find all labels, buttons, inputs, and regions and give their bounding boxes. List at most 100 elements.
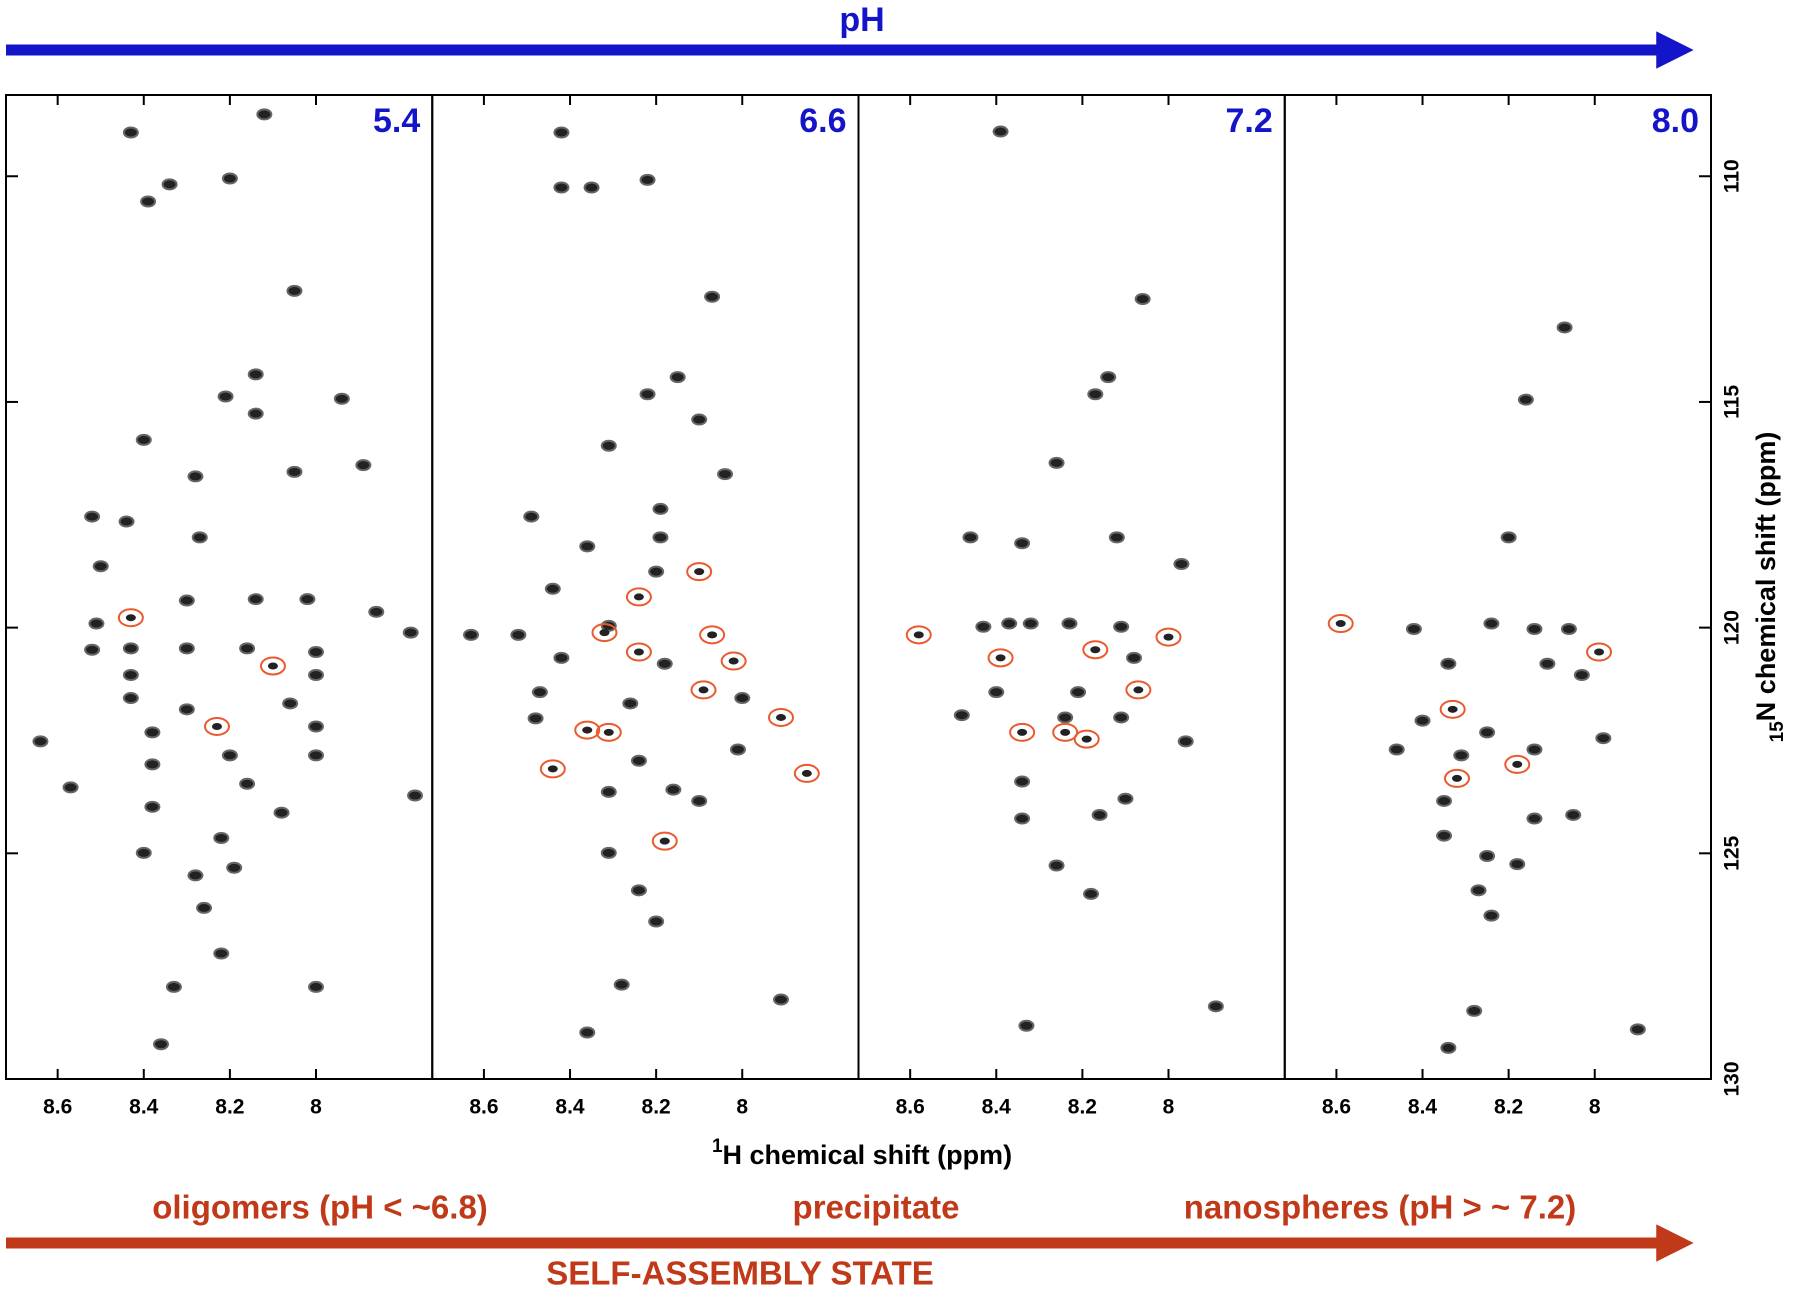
marked-ring — [1125, 680, 1152, 700]
peak — [648, 565, 665, 578]
marked-peak — [698, 686, 709, 694]
marked-ring — [768, 707, 794, 727]
marked-peak — [547, 765, 558, 773]
peak — [187, 470, 204, 483]
marked-peak — [801, 769, 812, 777]
y-axis-label: 15N chemical shift (ppm) — [1751, 432, 1788, 743]
peak — [600, 439, 617, 452]
peak — [510, 628, 527, 641]
marked-ring — [1009, 722, 1036, 742]
x-tick-label: 8.4 — [129, 1096, 159, 1119]
peak — [407, 789, 424, 802]
peak — [247, 407, 264, 420]
peak — [178, 642, 195, 655]
peak — [691, 794, 708, 807]
marked-peak — [1081, 735, 1092, 743]
peak — [1014, 537, 1031, 550]
peak — [531, 686, 548, 699]
peak — [247, 593, 264, 606]
marked-ring — [1073, 729, 1100, 749]
peak — [144, 800, 161, 813]
peak — [1177, 735, 1194, 748]
state-label: precipitate — [793, 1189, 960, 1226]
state-label: nanospheres (pH > ~ 7.2) — [1184, 1189, 1576, 1226]
x-label-sup: 1 — [712, 1136, 723, 1157]
peak — [1070, 686, 1087, 699]
state-label: oligomers (pH < ~6.8) — [152, 1189, 488, 1226]
marked-ring — [793, 763, 820, 783]
peak — [1509, 858, 1526, 871]
peak — [1595, 732, 1612, 745]
x-tick-label: 8 — [310, 1096, 322, 1119]
peak — [600, 785, 617, 798]
peak — [639, 173, 656, 186]
peak — [1539, 657, 1556, 670]
peak — [1526, 743, 1543, 756]
peak — [62, 781, 79, 794]
peak — [1565, 808, 1582, 821]
peak — [992, 125, 1009, 138]
peak — [1001, 617, 1018, 630]
peak — [239, 777, 256, 790]
peak — [308, 720, 324, 733]
peak — [247, 368, 264, 381]
x-tick-label: 8.2 — [642, 1096, 671, 1119]
x-label-text: H chemical shift (ppm) — [723, 1140, 1013, 1170]
marked-peak — [659, 837, 670, 845]
marked-ring — [1082, 640, 1109, 660]
peak — [630, 884, 647, 897]
panel-frame — [1283, 94, 1712, 1080]
peak — [1453, 749, 1470, 762]
peak — [92, 560, 109, 573]
marked-peak — [1060, 728, 1071, 736]
peak — [1018, 1019, 1035, 1032]
peak — [553, 181, 570, 194]
x-tick-label: 8 — [1163, 1096, 1175, 1119]
peak — [135, 846, 152, 859]
peak — [1100, 371, 1117, 384]
x-tick-label: 8.4 — [555, 1096, 585, 1119]
peak — [1405, 622, 1422, 635]
peak — [975, 620, 992, 633]
peak — [665, 783, 682, 796]
peak — [669, 371, 686, 384]
peak — [1556, 321, 1573, 334]
peak — [579, 1026, 596, 1039]
peak — [213, 831, 230, 844]
peak — [600, 846, 617, 859]
y-tick-label: 120 — [1721, 610, 1744, 645]
peak — [527, 712, 544, 725]
peak — [1048, 456, 1065, 469]
peak — [613, 978, 630, 991]
peak — [1629, 1023, 1646, 1036]
marked-ring — [203, 716, 230, 736]
marked-peak — [599, 629, 610, 637]
panel-label: 8.0 — [1652, 102, 1699, 140]
peak — [652, 502, 669, 515]
peak — [704, 290, 721, 303]
peak — [579, 540, 596, 553]
marked-peak — [1447, 705, 1458, 713]
peak — [1113, 711, 1130, 724]
x-tick-label: 8.6 — [1322, 1096, 1351, 1119]
peak — [1113, 620, 1130, 633]
peak — [239, 642, 256, 655]
peak — [282, 697, 299, 710]
peak — [639, 388, 656, 401]
peak — [308, 669, 324, 682]
peak — [196, 901, 213, 914]
marked-ring — [1586, 642, 1613, 662]
peak — [652, 531, 669, 544]
x-tick-label: 8.6 — [43, 1096, 72, 1119]
peak — [656, 657, 673, 670]
marked-ring — [117, 608, 144, 628]
marked-peak — [1451, 774, 1462, 782]
peak — [308, 980, 324, 993]
peak — [368, 605, 385, 618]
peak — [553, 651, 570, 664]
peak — [299, 593, 316, 606]
peak — [1560, 622, 1577, 635]
marked-peak — [913, 631, 924, 639]
peak — [1500, 531, 1517, 544]
marked-peak — [995, 654, 1006, 662]
